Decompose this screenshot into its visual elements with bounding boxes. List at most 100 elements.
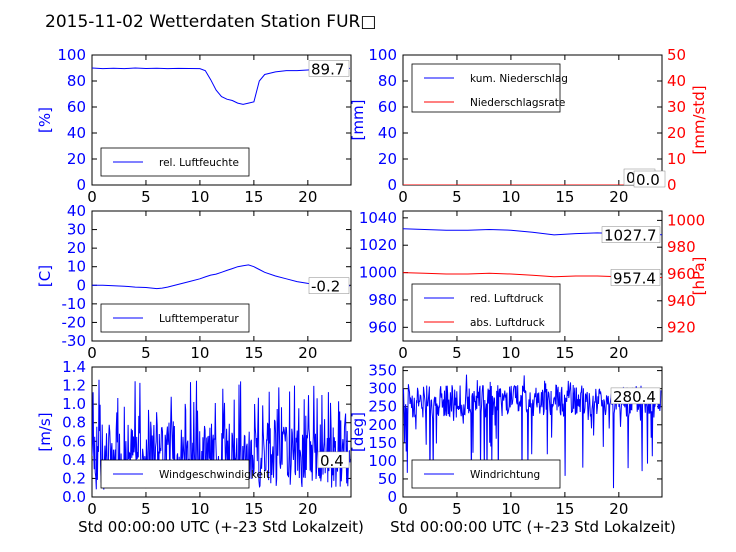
y-tick-label: 300 [368, 380, 397, 398]
last-value-box [610, 387, 661, 405]
y-tick-label: 150 [368, 434, 397, 452]
x-tick-label: 20 [609, 188, 628, 206]
y-tick-label: 80 [378, 72, 397, 90]
plot-frame [91, 54, 352, 186]
x-tick-label: 15 [244, 500, 263, 518]
x-tick-label: 5 [452, 500, 462, 518]
y-tick-label: 10 [67, 258, 86, 276]
last-value-box-right [610, 269, 661, 286]
legend-label: Niederschlagsrate [470, 97, 565, 109]
y-tick-label: 100 [57, 46, 86, 64]
last-value-label-right: 0.0 [636, 171, 660, 189]
y-right-tick-label: 920 [667, 319, 696, 337]
x-tick-label: 15 [244, 344, 263, 362]
y-tick-label: 60 [378, 98, 397, 116]
y-tick-label: -10 [62, 295, 87, 313]
x-tick-label: 5 [452, 188, 462, 206]
y-tick-label: 100 [368, 46, 397, 64]
legend-label: Windgeschwindigkeit [159, 469, 270, 481]
legend-label: red. Luftdruck [470, 293, 544, 305]
legend: kum. Niederschlag Niederschlagsrate [411, 63, 568, 113]
panel-precipitation: 0 5 10 15 20 0 20 40 60 80 100 0 10 20 30 40 50 [mm] [mm/s… [349, 46, 708, 206]
y-tick-label: 60 [67, 98, 86, 116]
x-tick-label: 5 [452, 344, 462, 362]
y-tick-label: 0 [387, 176, 397, 194]
legend-label: Windrichtung [470, 469, 540, 481]
x-tick-label: 10 [190, 188, 209, 206]
y-tick-label: 1000 [359, 264, 397, 282]
last-value-label: 1027.7 [604, 227, 657, 245]
last-value-label: 0.4 [320, 452, 344, 470]
last-value-label: 89.7 [311, 60, 344, 78]
x-tick-label: 10 [501, 188, 520, 206]
y-tick-label: 0.2 [62, 469, 86, 487]
plot-frame [402, 366, 663, 498]
x-tick-label: 20 [298, 344, 317, 362]
y-tick-label: -20 [62, 313, 87, 331]
y-tick-label: 1.4 [62, 358, 86, 376]
panel-winddirection: 0 5 10 15 20050100150200250300350[deg]280.4W… [349, 362, 663, 518]
x-tick-label: 0 [87, 344, 97, 362]
y-tick-label: -30 [62, 332, 87, 350]
last-value-box [308, 60, 350, 77]
x-tick-label: 20 [298, 500, 317, 518]
y-right-tick-label: 20 [667, 124, 686, 142]
legend-box [100, 303, 250, 333]
y-axis-label: [m/s] [36, 412, 54, 451]
y-tick-label: 0.0 [62, 488, 86, 506]
x-tick-label: 15 [555, 188, 574, 206]
last-value-label: 280.4 [613, 388, 656, 406]
y-axis-label: [%] [36, 107, 54, 133]
y-tick-label: 80 [67, 72, 86, 90]
y-right-tick-label: 960 [667, 265, 696, 283]
y-right-tick-label: 50 [667, 46, 686, 64]
x-tick-label: 10 [501, 344, 520, 362]
x-tick-label: 20 [298, 188, 317, 206]
y-tick-label: 0 [387, 488, 397, 506]
plot-frame [402, 210, 663, 342]
y-tick-label: 250 [368, 398, 397, 416]
y-axis-label: [C] [36, 265, 54, 287]
y-tick-label: 0.6 [62, 432, 86, 450]
x-tick-label: 0 [398, 344, 408, 362]
x-tick-label: 15 [555, 500, 574, 518]
y-tick-label: 40 [67, 202, 86, 220]
y-tick-label: 100 [368, 452, 397, 470]
y-right-tick-label: 940 [667, 292, 696, 310]
y-right-tick-label: 30 [667, 98, 686, 116]
legend: red. Luftdruck abs. Luftdruck [411, 283, 561, 333]
x-tick-label: 5 [141, 500, 151, 518]
y-tick-label: 0 [76, 176, 86, 194]
panel-humidity: 0 5 10 15 20 0 20 40 60 80 100 [%] 89.7 rel. Luftfeuc… [36, 46, 352, 206]
legend: rel. Luftfeuchte [100, 147, 250, 177]
y-right-tick-label: 1000 [667, 211, 705, 229]
y-tick-label: 20 [67, 239, 86, 257]
y-tick-label: 40 [67, 124, 86, 142]
y-tick-label: 0.4 [62, 451, 86, 469]
x-tick-label: 5 [141, 188, 151, 206]
last-value-box [317, 451, 350, 469]
panel-pressure: 0 5 10 15 20 960 980 1000 1020 1040 920 940 960 980 10… [359, 209, 708, 362]
x-tick-label: 0 [87, 188, 97, 206]
y-axis-label: [mm] [349, 100, 367, 141]
last-value-box-right [633, 170, 666, 188]
x-tick-label: 20 [609, 344, 628, 362]
y-tick-label: 50 [378, 470, 397, 488]
y-axis-label-right: [hPa] [690, 257, 708, 296]
panel-windspeed: 0 5 10 15 200.00.20.40.60.81.01.21.4[m/s]0.4… [36, 358, 352, 518]
x-tick-label: 10 [190, 500, 209, 518]
figure-title: 2015-11-02 Wetterdaten Station FUR□ [45, 12, 376, 32]
plot-frame [91, 366, 352, 498]
legend-label: Lufttemperatur [159, 313, 239, 325]
legend: Windgeschwindigkeit [100, 459, 270, 489]
x-tick-label: 0 [398, 188, 408, 206]
plot-frame [91, 210, 352, 342]
y-right-tick-label: 0 [667, 176, 677, 194]
x-tick-label: 15 [555, 344, 574, 362]
legend: Lufttemperatur [100, 303, 250, 333]
y-tick-label: 350 [368, 362, 397, 380]
y-tick-label: 1020 [359, 236, 397, 254]
x-tick-label: 15 [244, 188, 263, 206]
y-tick-label: 1.0 [62, 395, 86, 413]
